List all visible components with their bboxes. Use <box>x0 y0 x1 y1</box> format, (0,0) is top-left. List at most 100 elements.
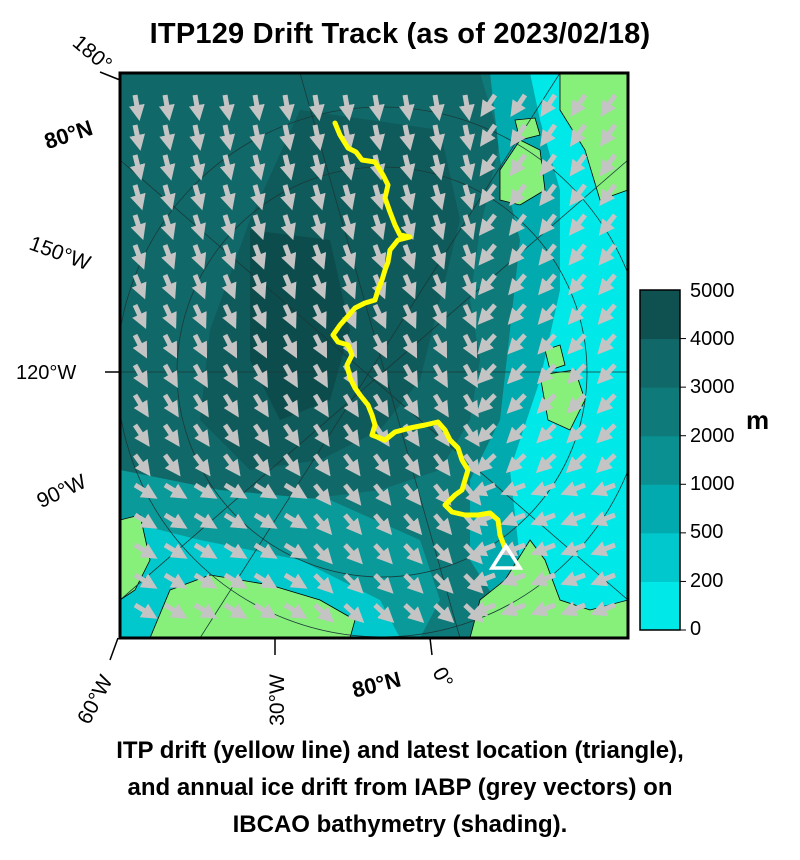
ice-drift-vector <box>567 333 587 355</box>
itp-drift-track <box>330 120 508 551</box>
depth-colorbar <box>640 290 686 631</box>
ice-drift-vector <box>310 184 326 211</box>
ice-drift-vector <box>191 244 207 270</box>
ice-drift-vector <box>536 393 557 414</box>
ice-drift-vector <box>162 303 177 329</box>
ice-drift-vector <box>569 123 588 147</box>
ice-drift-vector <box>193 542 218 559</box>
ice-drift-vector <box>428 94 445 122</box>
ice-drift-vector <box>282 393 299 418</box>
ice-drift-vector <box>560 571 586 587</box>
ice-drift-vector <box>500 571 526 587</box>
ice-drift-vector <box>370 184 386 211</box>
ice-drift-vector <box>190 184 206 211</box>
ice-drift-vector <box>433 513 453 536</box>
ice-drift-vector <box>398 94 415 122</box>
ice-drift-vector <box>479 183 498 207</box>
ice-drift-vector <box>507 333 527 355</box>
ice-drift-vector <box>470 571 496 587</box>
ice-drift-vector <box>219 124 235 151</box>
ice-drift-vector <box>509 183 528 207</box>
ice-drift-vector <box>462 423 480 447</box>
ice-drift-vector <box>279 124 295 151</box>
ice-drift-vector <box>508 243 527 266</box>
ice-drift-vector <box>132 363 148 389</box>
ice-drift-vector <box>252 453 271 477</box>
ice-drift-vector <box>133 512 158 529</box>
ice-drift-vector <box>540 93 558 117</box>
ice-drift-vector <box>590 601 616 617</box>
ice-drift-vector <box>399 124 415 151</box>
ice-drift-vector <box>432 423 450 447</box>
colorbar-band <box>640 484 680 534</box>
ice-drift-vector <box>462 363 478 389</box>
ice-drift-vector <box>536 423 557 444</box>
ice-drift-vector <box>163 512 188 529</box>
ice-drift-vector <box>222 453 241 477</box>
ice-drift-vector <box>278 94 295 122</box>
ice-drift-vector <box>133 482 158 499</box>
ice-drift-vector <box>430 214 446 241</box>
ice-drift-vector <box>132 393 149 418</box>
ice-drift-vector <box>597 303 617 325</box>
ice-drift-vector <box>538 273 557 296</box>
ice-drift-vector <box>433 573 454 594</box>
ice-drift-vector <box>458 94 475 122</box>
ice-drift-vector <box>403 513 423 536</box>
ice-drift-vector <box>460 214 476 241</box>
ice-drift-vector <box>462 303 477 329</box>
ice-drift-vector <box>189 154 206 181</box>
ice-drift-vector <box>341 274 357 300</box>
ice-drift-vector <box>130 184 146 211</box>
ice-drift-vector <box>372 303 387 329</box>
ice-drift-vector <box>539 123 558 147</box>
ice-drift-vector <box>222 303 237 329</box>
ice-drift-vector <box>193 572 218 589</box>
ice-drift-vector <box>193 512 218 529</box>
colorbar-band <box>640 532 680 582</box>
caption-line-2: and annual ice drift from IABP (grey vec… <box>127 774 673 801</box>
ice-drift-vector <box>309 154 326 181</box>
ice-drift-vector <box>470 541 496 557</box>
ice-drift-vector <box>538 213 557 236</box>
ice-drift-vector <box>129 124 145 151</box>
ice-drift-vector <box>160 184 176 211</box>
ice-drift-vector <box>252 423 270 447</box>
ice-drift-vector <box>431 274 447 300</box>
ice-drift-vector <box>509 153 528 177</box>
ice-drift-vector <box>339 154 356 181</box>
colorbar-tick-5000: 5000 <box>690 280 735 302</box>
ice-drift-vector <box>160 214 176 241</box>
ice-drift-vector <box>568 273 587 296</box>
ice-drift-vector <box>218 94 235 122</box>
ice-drift-vector <box>480 93 498 117</box>
ice-drift-vector <box>223 512 248 529</box>
ice-drift-vector <box>283 542 308 559</box>
colorbar-tick-0: 0 <box>690 618 702 640</box>
map-title: ITP129 Drift Track (as of 2023/02/18) <box>149 18 651 50</box>
ice-drift-vector <box>462 333 478 359</box>
ice-drift-vector <box>569 183 588 207</box>
ice-drift-vector <box>222 393 239 418</box>
ice-drift-vector <box>459 124 475 151</box>
ice-drift-vector <box>597 333 617 355</box>
ice-drift-vector <box>252 333 268 359</box>
ice-drift-vector <box>590 571 616 587</box>
ice-drift-vector <box>478 243 497 266</box>
ice-drift-vector <box>280 214 296 241</box>
ice-drift-vector <box>192 303 207 329</box>
ice-drift-vector <box>131 244 147 270</box>
ice-drift-vector <box>372 453 391 477</box>
ice-drift-vector <box>538 243 557 266</box>
ice-drift-vector <box>219 154 236 181</box>
ice-drift-vector <box>477 333 497 355</box>
ice-drift-vector <box>343 543 363 565</box>
ice-drift-vector <box>565 453 587 474</box>
colorbar-band <box>640 338 680 388</box>
ice-drift-vector <box>340 214 356 241</box>
ice-drift-vector <box>251 244 267 270</box>
ice-drift-vector <box>600 93 618 117</box>
ice-drift-vector <box>566 363 587 385</box>
ice-drift-vector <box>193 602 218 619</box>
ice-drift-vector <box>158 94 175 122</box>
